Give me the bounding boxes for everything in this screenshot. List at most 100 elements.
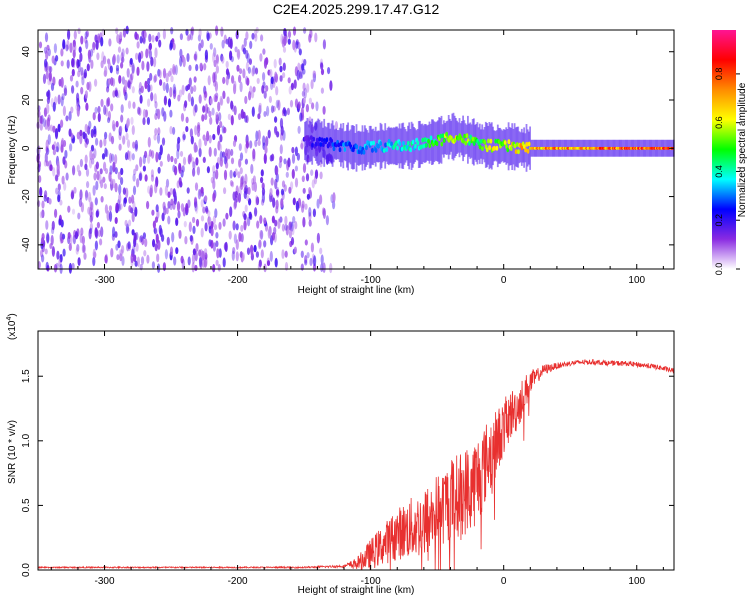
spectrogram-noise-cell <box>144 150 148 159</box>
spectrogram-noise-cell <box>218 248 222 258</box>
signal-halo <box>308 120 311 163</box>
spectrogram-x-label: Height of straight line (km) <box>298 285 415 296</box>
spectrogram-noise-cell <box>244 158 248 165</box>
spectrogram-noise-cell <box>51 144 56 151</box>
spectrogram-noise-cell <box>310 79 314 90</box>
spectrogram-noise-cell <box>208 110 212 118</box>
spectrogram-noise-cell <box>104 66 108 77</box>
spectrogram-noise-cell <box>195 243 199 252</box>
signal-halo <box>496 124 499 168</box>
spectrogram-noise-cell <box>38 41 43 49</box>
spectrogram-noise-cell <box>117 171 121 180</box>
spectrogram-noise-cell <box>118 193 122 205</box>
spectrogram-noise-cell <box>263 110 267 118</box>
spectrogram-noise-cell <box>173 256 177 266</box>
spectrogram-noise-cell <box>256 77 260 84</box>
spectrogram-noise-cell <box>275 189 280 196</box>
spectrogram-noise-cell <box>288 86 292 95</box>
spectrogram-noise-cell <box>116 254 120 261</box>
spectrogram-noise-cell <box>312 208 316 218</box>
spectrogram-noise-cell <box>102 176 106 183</box>
spectrogram-noise-cell <box>258 102 262 109</box>
spectrogram-noise-cell <box>319 171 323 180</box>
spectrogram-noise-cell <box>214 208 218 219</box>
spectrogram-noise-cell <box>67 232 71 239</box>
spectrogram-noise-cell <box>52 125 56 133</box>
spectrogram-noise-cell <box>62 248 66 257</box>
spectrogram-noise-cell <box>263 217 267 225</box>
spectrogram-noise-cell <box>255 195 259 206</box>
spectrogram-noise-cell <box>198 147 202 158</box>
signal-cell <box>394 140 398 146</box>
spectrogram-noise-cell <box>52 167 56 177</box>
x-tick-label: -100 <box>361 576 381 587</box>
spectrogram-noise-cell <box>120 176 124 186</box>
spectrogram-noise-cell <box>63 181 67 191</box>
spectrogram-noise-cell <box>204 90 208 99</box>
spectrogram-noise-cell <box>269 154 273 162</box>
spectrogram-noise-cell <box>181 84 185 96</box>
spectrogram-noise-cell <box>217 264 221 272</box>
spectrogram-noise-cell <box>59 199 63 206</box>
spectrogram-noise-cell <box>294 165 298 172</box>
spectrogram-noise-cell <box>197 122 201 129</box>
signal-cell <box>374 148 378 153</box>
spectrogram-noise-cell <box>279 144 283 155</box>
spectrogram-noise-cell <box>86 181 90 189</box>
spectrogram-noise-cell <box>47 48 51 57</box>
spectrogram-noise-cell <box>290 82 294 91</box>
spectrogram-noise-cell <box>167 98 172 108</box>
spectrogram-noise-cell <box>81 76 85 86</box>
spectrogram-noise-cell <box>220 26 224 37</box>
signal-cell <box>517 149 520 155</box>
signal-cell <box>309 135 313 141</box>
spectrogram-noise-cell <box>216 248 220 259</box>
spectrogram-noise-cell <box>143 31 147 39</box>
y-tick-label: 0 <box>21 145 32 151</box>
spectrogram-noise-cell <box>98 173 102 184</box>
spectrogram-noise-cell <box>181 165 185 173</box>
spectrogram-noise-cell <box>116 54 120 64</box>
spectrogram-noise-cell <box>139 35 143 44</box>
spectrogram-noise-cell <box>121 56 125 63</box>
spectrogram-noise-cell <box>124 91 128 101</box>
spectrogram-noise-cell <box>41 209 45 219</box>
signal-halo <box>511 123 514 170</box>
y-tick-label: 40 <box>21 46 32 58</box>
spectrogram-noise-cell <box>334 121 338 131</box>
signal-cell <box>384 142 387 148</box>
spectrogram-noise-cell <box>194 125 198 136</box>
spectrogram-noise-cell <box>289 99 294 108</box>
spectrogram-noise-cell <box>206 30 210 40</box>
spectrogram-noise-cell <box>157 263 161 273</box>
spectrogram-noise-cell <box>57 123 61 133</box>
spectrogram-noise-cell <box>71 190 75 199</box>
x-tick-label: -200 <box>228 275 248 286</box>
spectrogram-noise-cell <box>195 157 199 166</box>
spectrogram-noise-cell <box>193 196 198 204</box>
spectrogram-noise-cell <box>119 125 123 133</box>
spectrogram-noise-cell <box>84 36 88 44</box>
y-tick-label: -20 <box>21 189 32 204</box>
spectrogram-noise-cell <box>159 187 163 196</box>
signal-cell <box>440 141 444 147</box>
spectrogram-noise-cell <box>288 229 292 239</box>
spectrogram-noise-cell <box>72 39 76 48</box>
spectrogram-noise-cell <box>126 67 130 78</box>
spectrogram-noise-cell <box>203 63 207 71</box>
spectrogram-noise-cell <box>101 28 105 37</box>
spectrogram-noise-cell <box>115 64 120 72</box>
spectrogram-noise-cell <box>71 58 75 68</box>
x-tick-label: 100 <box>628 275 645 286</box>
spectrogram-noise-cell <box>131 153 135 161</box>
spectrogram-noise-cell <box>293 246 297 254</box>
spectrogram-noise-cell <box>91 153 95 160</box>
spectrogram-noise-cell <box>213 224 218 231</box>
spectrogram-noise-cell <box>213 147 217 157</box>
spectrogram-noise-cell <box>172 83 176 95</box>
spectrogram-noise-cell <box>163 95 167 106</box>
spectrogram-noise-cell <box>310 242 314 253</box>
signal-cell <box>423 137 427 142</box>
signal-halo <box>401 123 403 169</box>
spectrogram-noise-cell <box>276 189 280 198</box>
